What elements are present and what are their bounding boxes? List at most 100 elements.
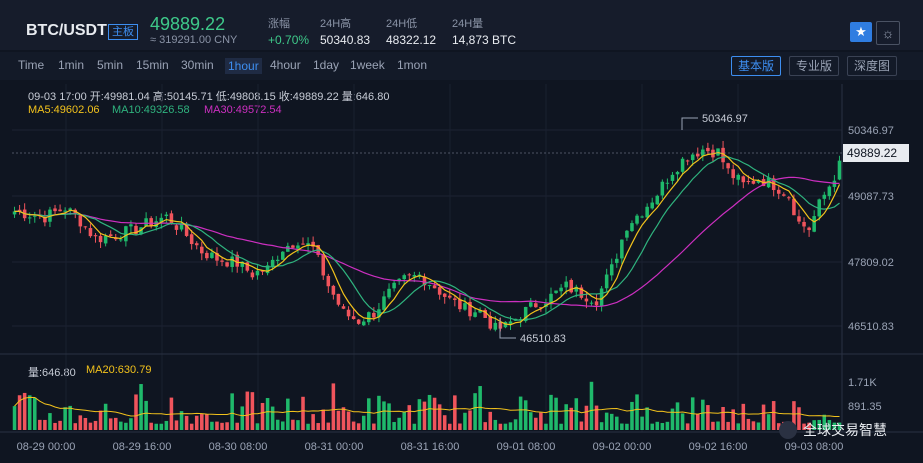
volume-bar[interactable]: [448, 423, 452, 430]
volume-bar[interactable]: [488, 411, 493, 430]
candle-body[interactable]: [17, 209, 22, 212]
candle-body[interactable]: [645, 206, 649, 218]
candle-body[interactable]: [802, 221, 806, 227]
volume-bar[interactable]: [463, 412, 467, 430]
candle-body[interactable]: [609, 264, 614, 276]
volume-bar[interactable]: [695, 413, 700, 430]
candle-body[interactable]: [655, 195, 660, 205]
volume-bar[interactable]: [139, 384, 143, 430]
candle-body[interactable]: [442, 293, 447, 297]
candle-body[interactable]: [432, 285, 437, 289]
volume-bar[interactable]: [523, 400, 528, 430]
volume-bar[interactable]: [528, 412, 533, 430]
volume-bar[interactable]: [493, 419, 498, 430]
candle-body[interactable]: [792, 198, 796, 216]
volume-bar[interactable]: [311, 414, 315, 430]
candle-body[interactable]: [27, 217, 32, 219]
candle-body[interactable]: [215, 253, 219, 261]
volume-bar[interactable]: [625, 423, 629, 430]
volume-bar[interactable]: [427, 394, 432, 430]
volume-bar[interactable]: [594, 405, 599, 430]
volume-bar[interactable]: [179, 411, 184, 430]
timeframe-5min[interactable]: 5min: [97, 58, 124, 72]
volume-bar[interactable]: [88, 422, 93, 430]
candle-body[interactable]: [296, 245, 300, 249]
candle-body[interactable]: [807, 227, 811, 231]
volume-bar[interactable]: [149, 422, 153, 430]
candle-body[interactable]: [625, 230, 629, 238]
volume-bar[interactable]: [250, 392, 255, 430]
candle-body[interactable]: [184, 224, 189, 236]
candle-body[interactable]: [169, 213, 174, 225]
candle-body[interactable]: [721, 147, 725, 163]
timeframe-1week[interactable]: 1week: [350, 58, 385, 72]
candle-body[interactable]: [265, 265, 270, 274]
candle-body[interactable]: [119, 239, 123, 241]
candle-body[interactable]: [822, 194, 827, 199]
candle-body[interactable]: [250, 272, 255, 278]
volume-bar[interactable]: [726, 421, 730, 430]
timeframe-15min[interactable]: 15min: [136, 58, 169, 72]
candle-body[interactable]: [412, 275, 417, 277]
volume-bar[interactable]: [361, 415, 366, 430]
volume-bar[interactable]: [189, 423, 194, 430]
candle-body[interactable]: [473, 312, 477, 317]
volume-bar[interactable]: [534, 417, 538, 430]
candle-body[interactable]: [260, 270, 265, 272]
view-basic-button[interactable]: 基本版: [731, 56, 782, 76]
candle-body[interactable]: [746, 180, 751, 182]
volume-bar[interactable]: [453, 395, 457, 430]
candle-body[interactable]: [559, 287, 563, 292]
candle-body[interactable]: [594, 301, 599, 306]
volume-bar[interactable]: [589, 381, 594, 430]
volume-bar[interactable]: [776, 423, 781, 430]
candle-body[interactable]: [599, 288, 604, 307]
candle-body[interactable]: [367, 312, 371, 323]
volume-bar[interactable]: [797, 407, 801, 430]
candle-body[interactable]: [615, 258, 619, 263]
candle-body[interactable]: [726, 163, 730, 169]
candle-body[interactable]: [402, 275, 406, 280]
volume-bar[interactable]: [837, 422, 842, 430]
volume-bar[interactable]: [194, 415, 199, 430]
volume-bar[interactable]: [326, 422, 331, 430]
volume-bar[interactable]: [119, 421, 123, 430]
volume-bar[interactable]: [63, 407, 67, 430]
candle-body[interactable]: [255, 270, 260, 276]
candle-body[interactable]: [701, 149, 705, 156]
volume-bar[interactable]: [660, 423, 665, 430]
candle-body[interactable]: [83, 226, 88, 228]
candle-body[interactable]: [569, 280, 574, 293]
volume-bar[interactable]: [665, 421, 670, 430]
volume-bar[interactable]: [564, 404, 568, 430]
volume-bar[interactable]: [761, 404, 766, 430]
volume-bar[interactable]: [706, 405, 710, 430]
candle-body[interactable]: [291, 245, 295, 248]
volume-bar[interactable]: [12, 406, 17, 430]
candle-body[interactable]: [164, 214, 169, 217]
volume-bar[interactable]: [609, 413, 614, 430]
candle-body[interactable]: [579, 287, 584, 298]
candle-body[interactable]: [650, 202, 654, 209]
volume-bar[interactable]: [58, 420, 62, 430]
volume-bar[interactable]: [245, 391, 250, 430]
candle-body[interactable]: [564, 281, 568, 288]
volume-bar[interactable]: [83, 417, 88, 430]
volume-bar[interactable]: [367, 398, 371, 430]
volume-bar[interactable]: [802, 423, 806, 430]
candle-body[interactable]: [205, 252, 209, 259]
candle-body[interactable]: [341, 306, 346, 309]
candle-body[interactable]: [584, 298, 589, 302]
volume-bar[interactable]: [615, 416, 619, 430]
candle-body[interactable]: [129, 224, 133, 227]
candle-body[interactable]: [326, 275, 331, 287]
volume-bar[interactable]: [215, 421, 219, 430]
candle-body[interactable]: [756, 180, 761, 183]
volume-bar[interactable]: [103, 403, 108, 430]
candle-body[interactable]: [53, 208, 57, 212]
volume-bar[interactable]: [372, 423, 376, 430]
candle-body[interactable]: [817, 199, 821, 217]
volume-bar[interactable]: [129, 418, 133, 430]
candle-body[interactable]: [235, 254, 239, 267]
